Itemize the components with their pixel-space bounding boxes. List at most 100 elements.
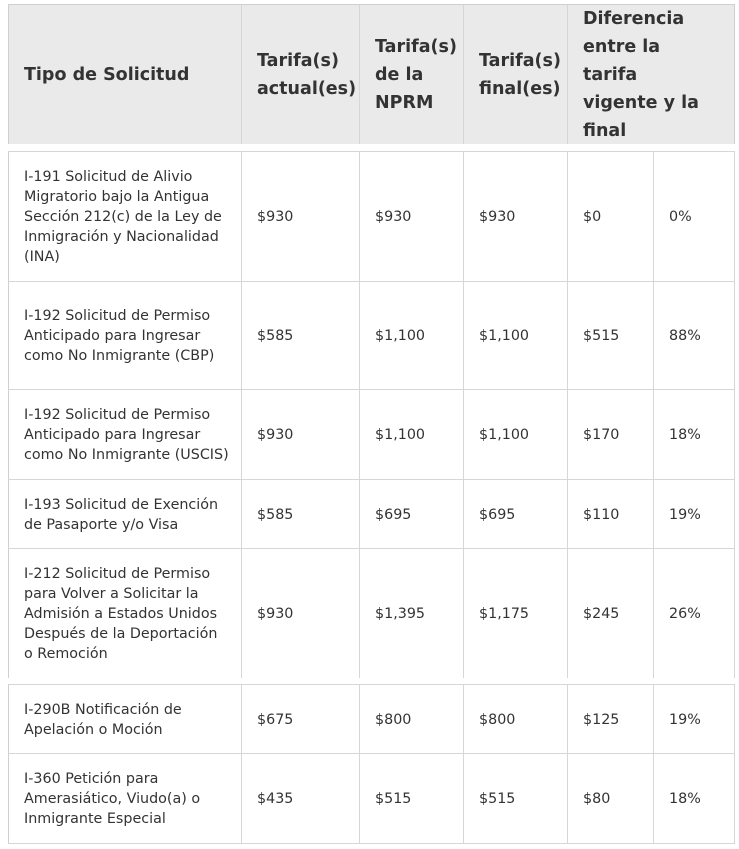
header-cell-final: Tarifa(s) final(es) <box>463 5 567 145</box>
header-cell-type: Tipo de Solicitud <box>8 5 241 145</box>
table-row: I-192 Solicitud de Permiso Anticipado pa… <box>8 281 735 390</box>
cell-final: $515 <box>463 754 567 844</box>
cell-pct: 18% <box>653 390 735 480</box>
cell-nprm: $515 <box>359 754 463 844</box>
cell-current: $585 <box>241 282 359 390</box>
cell-type: I-191 Solicitud de Alivio Migratorio baj… <box>8 152 241 282</box>
row-pct: 26% <box>669 606 701 622</box>
cell-nprm: $800 <box>359 685 463 754</box>
cell-diff: $245 <box>567 549 653 679</box>
row-final: $1,175 <box>479 606 530 622</box>
table-bottom-border <box>8 843 735 844</box>
table-row: I-360 Petición para Amerasiático, Viudo(… <box>8 753 735 844</box>
table-row: I-212 Solicitud de Permiso para Volver a… <box>8 548 735 679</box>
header-cell-nprm: Tarifa(s) de la NPRM <box>359 5 463 145</box>
cell-nprm: $1,100 <box>359 282 463 390</box>
row-nprm: $930 <box>375 209 412 225</box>
cell-pct: 26% <box>653 549 735 679</box>
row-nprm: $695 <box>375 506 412 523</box>
cell-type: I-360 Petición para Amerasiático, Viudo(… <box>8 754 241 844</box>
header-cell-current: Tarifa(s) actual(es) <box>241 5 359 145</box>
cell-pct: 88% <box>653 282 735 390</box>
table-row: I-192 Solicitud de Permiso Anticipado pa… <box>8 389 735 480</box>
cell-pct: 0% <box>653 152 735 282</box>
row-final: $1,100 <box>479 328 530 344</box>
table-row: I-191 Solicitud de Alivio Migratorio baj… <box>8 151 735 282</box>
cell-nprm: $1,395 <box>359 549 463 679</box>
cell-final: $1,175 <box>463 549 567 679</box>
cell-final: $800 <box>463 685 567 754</box>
header-nprm-label: Tarifa(s) de la NPRM <box>375 37 457 113</box>
cell-current: $930 <box>241 390 359 480</box>
row-pct: 18% <box>669 791 701 807</box>
row-nprm: $800 <box>375 711 412 728</box>
row-pct: 88% <box>669 328 701 344</box>
cell-final: $1,100 <box>463 282 567 390</box>
cell-diff: $125 <box>567 685 653 754</box>
row-nprm: $1,100 <box>375 328 426 344</box>
cell-current: $930 <box>241 152 359 282</box>
cell-pct: 19% <box>653 685 735 754</box>
row-diff: $110 <box>583 506 620 523</box>
cell-final: $930 <box>463 152 567 282</box>
row-type-text: I-193 Solicitud de Exención de Pasaporte… <box>24 496 219 533</box>
row-current: $675 <box>257 711 294 728</box>
cell-diff: $110 <box>567 480 653 549</box>
row-current: $585 <box>257 328 294 344</box>
row-final: $930 <box>479 209 516 225</box>
row-current: $585 <box>257 506 294 523</box>
cell-diff: $0 <box>567 152 653 282</box>
cell-nprm: $930 <box>359 152 463 282</box>
cell-nprm: $695 <box>359 480 463 549</box>
header-gap <box>8 144 735 152</box>
cell-current: $930 <box>241 549 359 679</box>
row-nprm: $1,395 <box>375 606 426 622</box>
row-nprm: $1,100 <box>375 427 426 443</box>
row-type-text: I-360 Petición para Amerasiático, Viudo(… <box>24 771 201 827</box>
row-pct: 18% <box>669 427 701 443</box>
row-final: $1,100 <box>479 427 530 443</box>
cell-pct: 19% <box>653 480 735 549</box>
cell-type: I-192 Solicitud de Permiso Anticipado pa… <box>8 390 241 480</box>
header-final-label: Tarifa(s) final(es) <box>479 51 561 99</box>
cell-nprm: $1,100 <box>359 390 463 480</box>
row-current: $930 <box>257 427 294 443</box>
table-row: I-193 Solicitud de Exención de Pasaporte… <box>8 479 735 549</box>
cell-diff: $170 <box>567 390 653 480</box>
header-type-label: Tipo de Solicitud <box>24 65 190 85</box>
cell-current: $675 <box>241 685 359 754</box>
cell-type: I-192 Solicitud de Permiso Anticipado pa… <box>8 282 241 390</box>
cell-type: I-193 Solicitud de Exención de Pasaporte… <box>8 480 241 549</box>
row-nprm: $515 <box>375 791 412 807</box>
row-type-text: I-290B Notificación de Apelación o Moció… <box>24 701 182 738</box>
row-final: $695 <box>479 506 516 523</box>
row-type-text: I-212 Solicitud de Permiso para Volver a… <box>24 566 218 662</box>
row-type-text: I-192 Solicitud de Permiso Anticipado pa… <box>24 407 229 463</box>
row-pct: 19% <box>669 711 701 728</box>
row-final: $800 <box>479 711 516 728</box>
cell-current: $585 <box>241 480 359 549</box>
row-diff: $80 <box>583 791 611 807</box>
row-current: $930 <box>257 606 294 622</box>
row-pct: 19% <box>669 506 701 523</box>
row-pct: 0% <box>669 209 692 225</box>
cell-diff: $515 <box>567 282 653 390</box>
header-diff-label: Diferencia entre la tarifa vigente y la … <box>583 9 699 141</box>
row-diff: $125 <box>583 711 620 728</box>
cell-current: $435 <box>241 754 359 844</box>
row-diff: $170 <box>583 427 620 443</box>
table-row: I-290B Notificación de Apelación o Moció… <box>8 684 735 754</box>
row-diff: $515 <box>583 328 620 344</box>
row-gap <box>8 678 735 684</box>
header-cell-diff: Diferencia entre la tarifa vigente y la … <box>567 5 735 145</box>
table-header-row: Tipo de Solicitud Tarifa(s) actual(es) T… <box>8 4 735 145</box>
row-current: $435 <box>257 791 294 807</box>
cell-pct: 18% <box>653 754 735 844</box>
row-diff: $245 <box>583 606 620 622</box>
row-final: $515 <box>479 791 516 807</box>
cell-type: I-212 Solicitud de Permiso para Volver a… <box>8 549 241 679</box>
header-current-label: Tarifa(s) actual(es) <box>257 51 357 99</box>
row-current: $930 <box>257 209 294 225</box>
row-diff: $0 <box>583 209 602 225</box>
row-type-text: I-192 Solicitud de Permiso Anticipado pa… <box>24 308 215 364</box>
